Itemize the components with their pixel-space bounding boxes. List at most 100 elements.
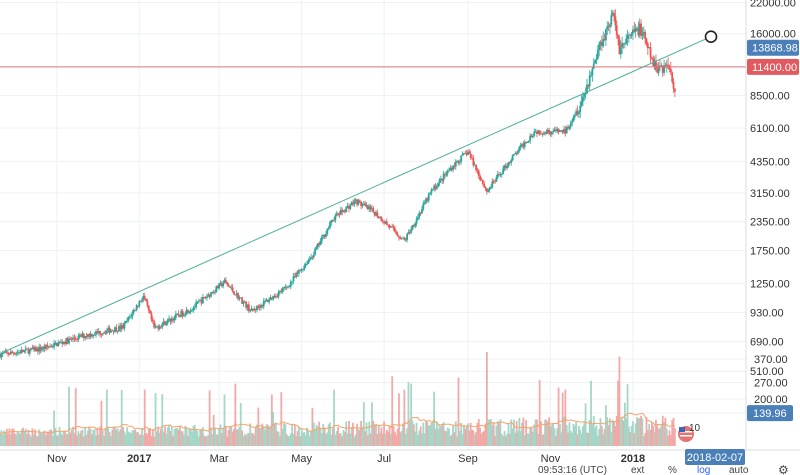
candle-body: [13, 353, 16, 355]
candle-body: [672, 81, 675, 89]
volume-bar: [580, 433, 583, 446]
volume-bar: [513, 419, 515, 446]
candle-body: [135, 305, 138, 311]
volume-bar: [277, 431, 280, 446]
volume-bar: [434, 428, 437, 446]
volume-bar: [468, 430, 471, 446]
candle-body: [214, 291, 216, 293]
volume-bar: [372, 420, 375, 446]
volume-bar: [667, 435, 670, 446]
percent-toggle[interactable]: %: [668, 465, 677, 475]
candle-body: [139, 301, 142, 303]
candle-body: [93, 334, 96, 336]
candle-body: [261, 304, 264, 307]
price-tick-label: 690.00: [750, 337, 784, 349]
volume-indicator-badge[interactable]: 10: [678, 423, 701, 442]
volume-bar: [376, 433, 379, 446]
candle-body: [315, 247, 318, 249]
candle-body: [276, 296, 279, 298]
volume-bar: [168, 425, 170, 446]
candle-body: [231, 287, 234, 292]
volume-bar: [525, 420, 528, 446]
volume-bar: [281, 428, 284, 446]
volume-bar: [132, 430, 135, 446]
candle-body: [495, 177, 498, 182]
volume-bar: [308, 435, 311, 446]
time-axis[interactable]: Nov 2017 Mar May Jul Sep Nov 2018: [47, 453, 645, 465]
candle-body: [387, 224, 390, 226]
candle-body: [448, 170, 450, 172]
candle-body: [18, 351, 20, 353]
candle-body: [50, 346, 53, 347]
volume-bar: [342, 429, 345, 446]
candle-body: [49, 346, 51, 347]
volume-bar: [104, 428, 107, 446]
volume-bar: [672, 417, 675, 446]
volume-bar: [237, 429, 239, 446]
candle-body: [656, 70, 659, 73]
volume-bar: [0, 434, 1, 446]
volume-bar: [77, 431, 80, 446]
candle-body: [38, 347, 41, 352]
candle-body: [335, 213, 338, 216]
candle-body: [36, 348, 39, 352]
candle-body: [565, 127, 568, 134]
candle-body: [200, 300, 203, 304]
candle-body: [131, 311, 134, 317]
trendline-handle[interactable]: [704, 30, 718, 44]
volume-bar: [588, 419, 591, 446]
volume-bar: [35, 435, 38, 446]
trendline[interactable]: [0, 36, 712, 355]
volume-bar: [559, 423, 561, 446]
candle-body: [480, 179, 483, 181]
volume-bar: [668, 430, 671, 446]
volume-bar: [664, 417, 667, 446]
candle-body: [422, 203, 425, 210]
candle-body: [348, 205, 350, 209]
volume-bar: [70, 429, 73, 446]
candle-body: [664, 65, 667, 67]
volume-bar: [602, 434, 605, 446]
volume-bar: [127, 431, 130, 446]
candle-body: [306, 263, 308, 265]
volume-bar: [247, 433, 250, 446]
volume-bar: [629, 432, 632, 446]
volume-bar: [534, 419, 537, 446]
candle-body: [343, 210, 346, 213]
volume-bar: [82, 436, 85, 446]
volume-bar: [479, 427, 482, 446]
candle-body: [54, 342, 57, 344]
candle-body: [508, 162, 511, 164]
candle-body: [277, 292, 280, 297]
candle-body: [429, 192, 431, 195]
volume-bar: [126, 427, 129, 446]
candle-body: [4, 351, 7, 353]
candle-body: [46, 344, 49, 347]
candle-body: [430, 189, 433, 193]
volume-bar: [72, 426, 74, 446]
candle-body: [550, 131, 553, 135]
candle-body: [440, 178, 442, 180]
candle-body: [180, 310, 183, 317]
volume-bar: [42, 432, 45, 446]
volume-bar: [123, 431, 126, 446]
ext-toggle[interactable]: ext: [631, 465, 645, 475]
volume-bar: [506, 433, 509, 446]
log-toggle[interactable]: log: [697, 465, 710, 475]
volume-bar: [119, 429, 122, 446]
auto-toggle[interactable]: auto: [729, 465, 749, 475]
candle-body: [327, 227, 330, 229]
volume-bar: [546, 421, 549, 446]
candle-body: [503, 165, 506, 169]
price-axis[interactable]: 22000.00 16000.00 8500.00 6100.00 4350.00 315…: [750, 0, 796, 406]
volume-bar: [266, 424, 269, 446]
settings-gear-icon[interactable]: ⚙: [778, 463, 789, 475]
volume-bar: [504, 436, 507, 446]
volume-bar: [288, 435, 291, 446]
volume-bar: [230, 426, 233, 446]
candle-body: [339, 209, 342, 215]
candle-body: [637, 28, 640, 36]
candle-body: [197, 301, 200, 303]
candle-body: [504, 165, 507, 169]
